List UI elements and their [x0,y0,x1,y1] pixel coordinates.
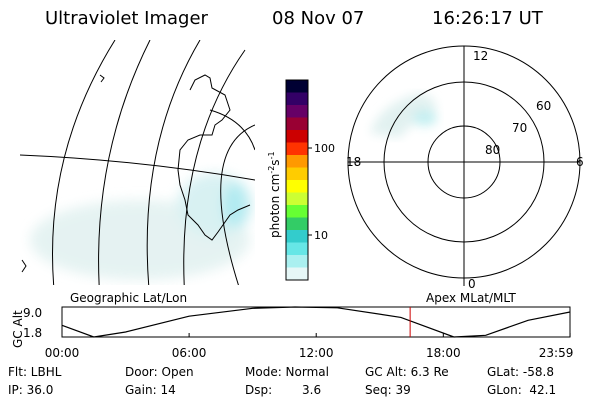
mlt-6: 6 [576,155,584,169]
colorbar-band [286,180,308,193]
colorbar-band [286,105,308,118]
colorbar-band [286,267,308,281]
colorbar-gradient [286,80,308,281]
geo-panel-label: Geographic Lat/Lon [70,291,188,305]
mlt-18: 18 [346,155,361,169]
status-mode: Mode: Normal [245,365,329,379]
x-tick-label: 18:00 [426,346,461,360]
altitude-plot: GC Alt 9.0 1.8 00:00 06:00 12:00 18:00 23:59 [11,306,574,360]
colorbar-band [286,192,308,206]
status-glat: GLat: -58.8 [487,365,554,379]
colorbar-band [286,155,308,168]
colorbar-band [286,117,308,131]
colorbar-band [286,205,308,218]
status-dsp-value: 3.6 [302,383,322,397]
colorbar-band [286,242,308,256]
instrument-title: Ultraviolet Imager [45,8,208,29]
header-time: 16:26:17 UT [432,8,543,29]
colorbar-band [286,130,308,143]
colorbar-frame [285,79,309,281]
mlt-12: 12 [473,49,488,63]
colorbar-band [286,167,308,181]
altitude-ytick-top: 9.0 [23,306,42,320]
colorbar-band [286,92,308,106]
status-gain: Gain: 14 [125,383,176,397]
lat-70: 70 [512,121,527,135]
altitude-ylabel: GC Alt [11,310,25,348]
colorbar-tick-10: 10 [314,229,328,242]
status-ip: IP: 36.0 [8,383,54,397]
mlt-0: 0 [468,277,476,291]
colorbar-band [286,80,308,93]
x-tick-label: 23:59 [539,346,574,360]
colorbar-band [286,142,308,156]
polar-plot: 12 18 6 0 60 70 80 [346,45,584,291]
status-flt: Flt: LBHL [8,365,62,379]
status-door: Door: Open [125,365,194,379]
colorbar-band [286,255,308,268]
altitude-ytick-bottom: 1.8 [23,326,42,340]
lat-60: 60 [536,99,551,113]
status-gc-alt: GC Alt: 6.3 Re [365,365,449,379]
lat-80: 80 [485,143,500,157]
status-seq: Seq: 39 [365,383,411,397]
polar-panel-label: Apex MLat/MLT [426,291,516,305]
x-tick-label: 06:00 [172,346,207,360]
header-date: 08 Nov 07 [272,8,365,29]
colorbar-band [286,217,308,231]
colorbar-tick-100: 100 [314,142,335,155]
status-dsp-label: Dsp: [245,383,273,397]
x-tick-label: 00:00 [45,346,80,360]
status-glon: GLon: 42.1 [487,383,557,397]
x-tick-label: 12:00 [299,346,334,360]
altitude-series-line [61,306,571,338]
colorbar: 100 10 photon cm-2s-1 [267,79,335,281]
colorbar-unit-label: photon cm-2s-1 [267,151,282,238]
colorbar-band [286,230,308,243]
